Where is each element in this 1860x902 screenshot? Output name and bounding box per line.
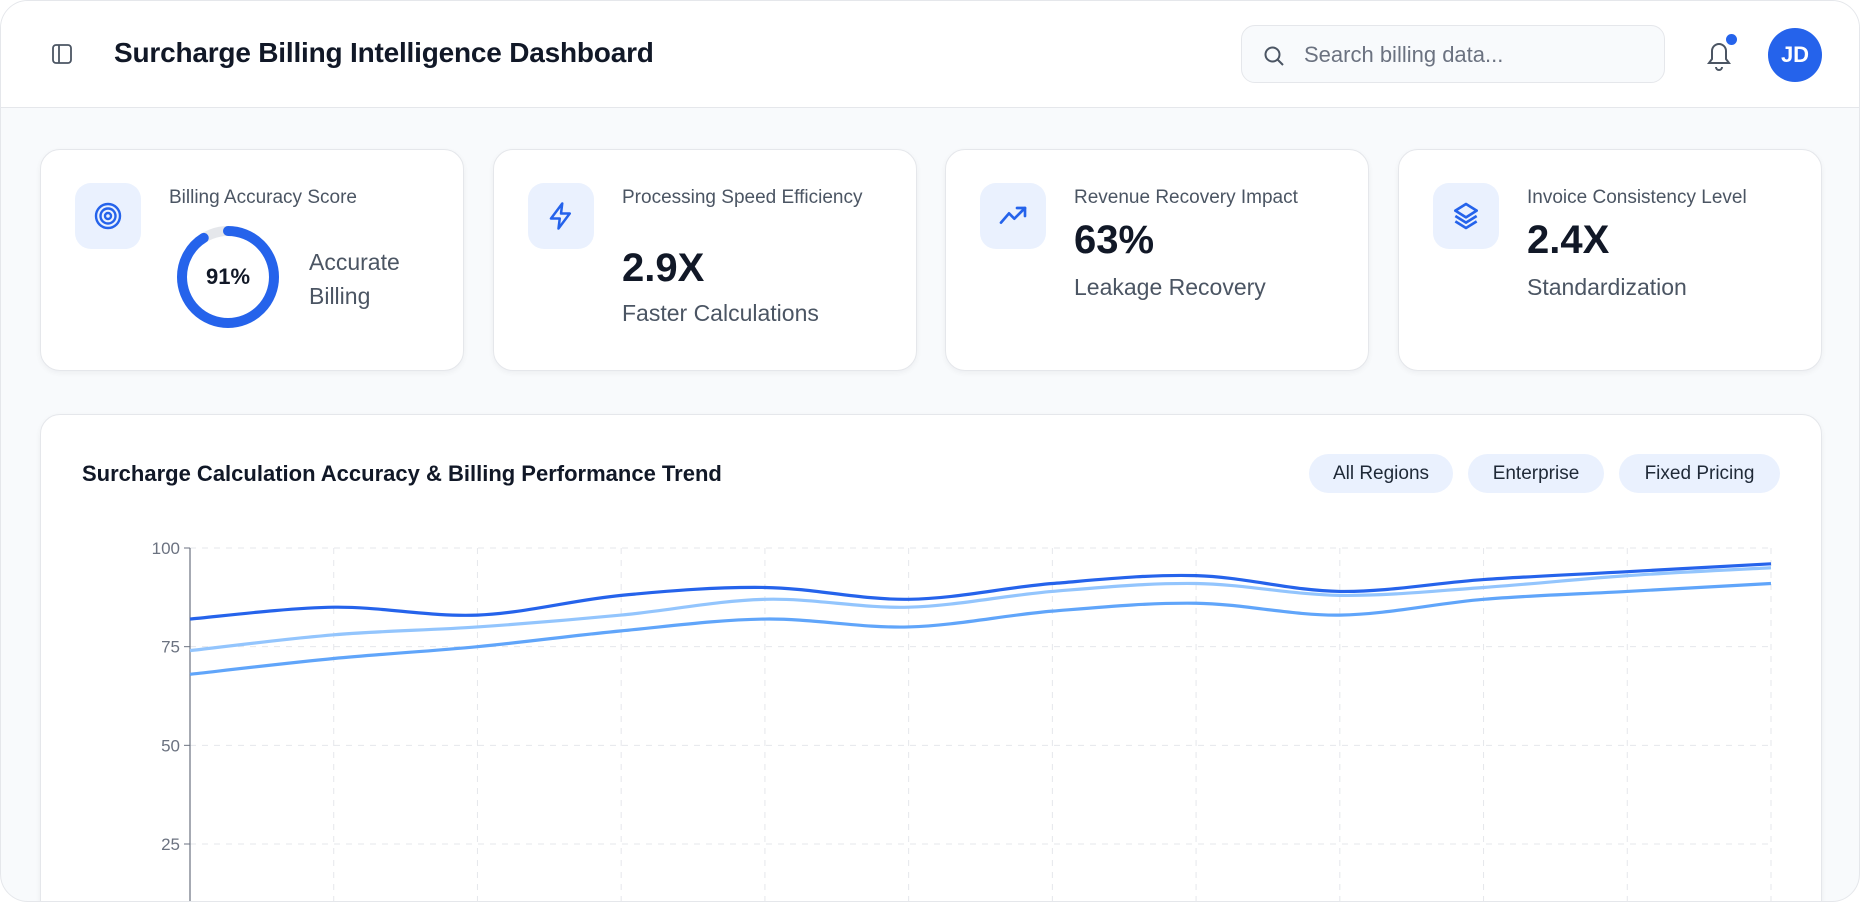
series-line-1: [189, 562, 1772, 621]
card-caption: Standardization: [1527, 274, 1687, 300]
search-box[interactable]: [1241, 25, 1665, 84]
card-caption: Accurate Billing: [309, 249, 400, 309]
icon-container: [528, 183, 594, 249]
icon-container: [980, 183, 1046, 249]
search-icon: [1264, 46, 1284, 66]
kpi-card-revenue-recovery: Revenue Recovery Impact 63% Leakage Reco…: [945, 149, 1369, 371]
filter-pill-segment[interactable]: Enterprise: [1468, 454, 1604, 493]
card-value: 2.9X: [622, 246, 705, 290]
card-label: Revenue Recovery Impact: [1074, 187, 1298, 208]
icon-container: [75, 183, 141, 249]
series-line-2: [189, 566, 1772, 653]
card-caption: Faster Calculations: [622, 300, 819, 326]
icon-container: [1433, 183, 1499, 249]
target-icon: [94, 202, 122, 230]
y-tick-label: 25: [161, 835, 180, 854]
search-input[interactable]: [1302, 26, 1656, 84]
avatar[interactable]: JD: [1768, 28, 1822, 82]
filter-pill-pricing[interactable]: Fixed Pricing: [1619, 454, 1780, 493]
donut-value: 91%: [205, 264, 251, 289]
top-header: Surcharge Billing Intelligence Dashboard…: [1, 1, 1859, 108]
kpi-card-billing-accuracy: Billing Accuracy Score 91% Accurate Bill…: [40, 149, 464, 371]
notification-badge: [1726, 34, 1737, 45]
y-tick-label: 100: [152, 539, 180, 558]
card-label: Invoice Consistency Level: [1527, 187, 1747, 208]
sidebar-toggle-icon[interactable]: [51, 43, 73, 65]
card-caption: Leakage Recovery: [1074, 274, 1266, 300]
kpi-card-processing-speed: Processing Speed Efficiency 2.9X Faster …: [493, 149, 917, 371]
donut-progress-arc: [177, 226, 279, 328]
card-label: Billing Accuracy Score: [169, 187, 357, 208]
filter-pill-regions[interactable]: All Regions: [1309, 454, 1453, 493]
y-tick-label: 50: [161, 736, 180, 755]
accuracy-donut: [177, 226, 279, 328]
trending-up-icon: [999, 206, 1027, 224]
page-title: Surcharge Billing Intelligence Dashboard: [114, 37, 654, 68]
kpi-card-invoice-consistency: Invoice Consistency Level 2.4X Standardi…: [1398, 149, 1822, 371]
card-label: Processing Speed Efficiency: [622, 187, 863, 208]
card-value: 2.4X: [1527, 218, 1610, 262]
chart-title: Surcharge Calculation Accuracy & Billing…: [82, 461, 722, 486]
lightning-icon: [549, 202, 571, 230]
card-value: 63%: [1074, 218, 1155, 262]
series-line-3: [189, 581, 1772, 676]
layers-icon: [1454, 202, 1478, 230]
bell-icon[interactable]: [1703, 37, 1735, 73]
y-tick-label: 75: [161, 638, 180, 657]
